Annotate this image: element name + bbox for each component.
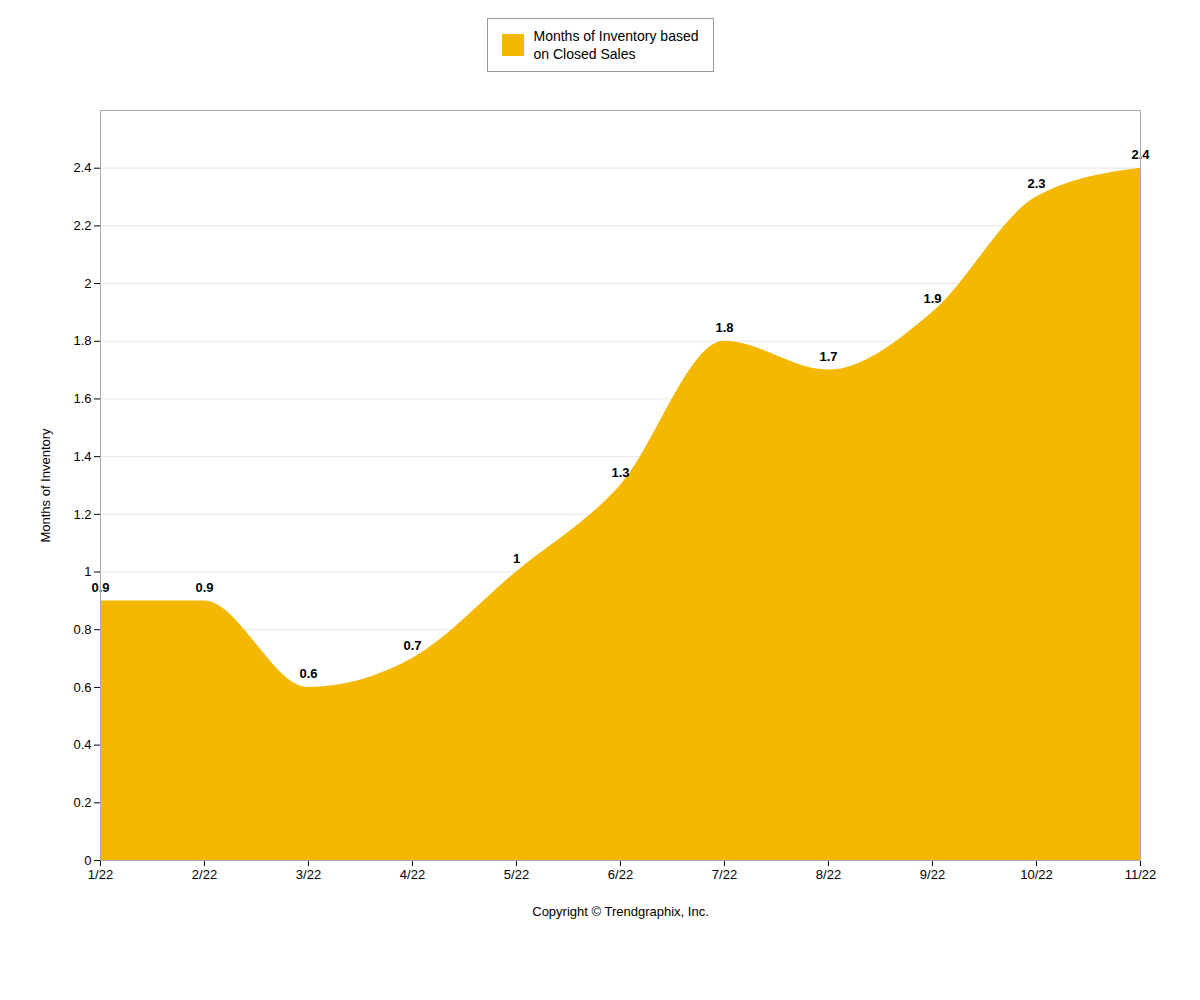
svg-text:1/22: 1/22 [88,867,113,882]
svg-text:10/22: 10/22 [1020,867,1053,882]
svg-text:2.4: 2.4 [73,161,91,176]
svg-text:1.6: 1.6 [73,391,91,406]
svg-text:0.4: 0.4 [73,738,91,753]
svg-text:2.3: 2.3 [1027,176,1045,191]
svg-text:2.4: 2.4 [1131,147,1150,163]
svg-text:0.6: 0.6 [73,680,91,695]
svg-text:1.7: 1.7 [819,349,837,364]
svg-text:1: 1 [513,551,520,566]
svg-text:0.6: 0.6 [299,667,317,682]
svg-text:2/22: 2/22 [192,867,217,882]
svg-text:0.9: 0.9 [195,580,213,595]
svg-text:1.2: 1.2 [73,507,91,522]
svg-text:1.3: 1.3 [611,465,629,480]
svg-text:5/22: 5/22 [504,867,529,882]
svg-text:0.7: 0.7 [403,638,421,653]
svg-text:0.8: 0.8 [73,622,91,637]
svg-text:2.2: 2.2 [73,218,91,233]
svg-text:9/22: 9/22 [920,867,945,882]
svg-text:1.8: 1.8 [715,321,733,336]
svg-text:3/22: 3/22 [296,867,321,882]
svg-text:0: 0 [84,853,91,868]
svg-text:0.2: 0.2 [73,795,91,810]
svg-text:Months of Inventory: Months of Inventory [38,428,53,543]
html-text:Months of Inventory based on C: Months of Inventory based on Closed Sale… [533,28,699,63]
svg-text:11/22: 11/22 [1125,867,1157,882]
svg-text:6/22: 6/22 [608,867,633,882]
svg-text:1.8: 1.8 [73,334,91,349]
svg-text:1.9: 1.9 [923,292,941,307]
svg-text:1: 1 [84,565,91,580]
svg-text:1.4: 1.4 [73,449,91,464]
svg-text:8/22: 8/22 [816,867,841,882]
svg-text:4/22: 4/22 [400,867,425,882]
svg-text:Copyright © Trendgraphix, Inc.: Copyright © Trendgraphix, Inc. [532,904,709,919]
svg-text:2: 2 [84,276,91,291]
svg-text:7/22: 7/22 [712,867,737,882]
svg-text:0.9: 0.9 [91,580,110,596]
